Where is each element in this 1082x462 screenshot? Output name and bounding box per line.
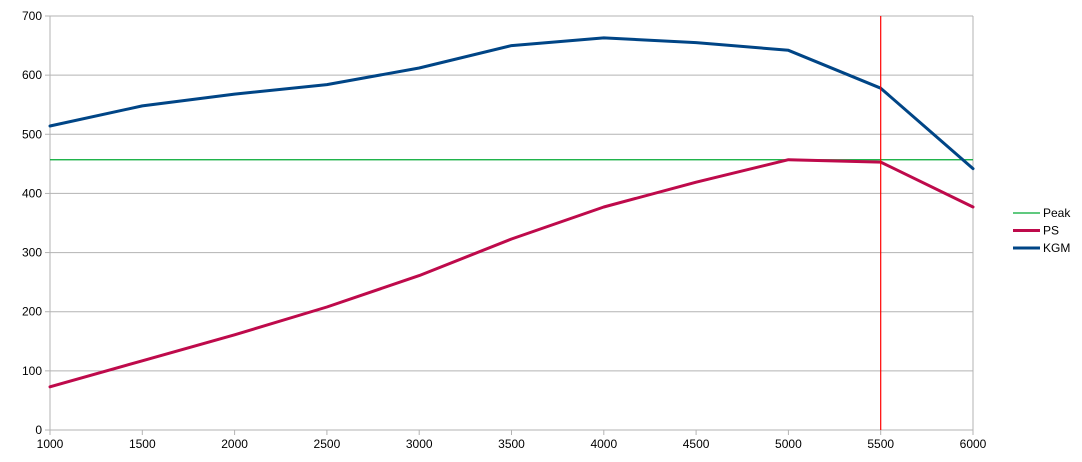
plot-area [48,16,975,430]
x-tick-label: 4000 [590,437,617,451]
legend: Peak PS KGM [1013,206,1071,255]
legend-label: KGM [1043,241,1070,255]
series-ps-line [48,158,975,389]
x-tick-label: 5000 [775,437,802,451]
x-tick-label: 1000 [37,437,64,451]
x-tick-label: 1500 [129,437,156,451]
x-tick-label: 4500 [683,437,710,451]
legend-label: Peak [1043,206,1071,220]
gridlines [45,15,974,435]
series-kgm-line [48,36,975,171]
y-tick-label: 0 [35,423,42,437]
x-tick-label: 3500 [498,437,525,451]
y-tick-label: 700 [22,9,42,23]
y-tick-label: 500 [22,127,42,141]
x-axis-tick-labels: 1000 1500 2000 2500 3000 3500 4000 4500 5000 5500… [37,437,987,451]
x-tick-label: 2500 [314,437,341,451]
legend-label: PS [1043,224,1059,238]
x-tick-label: 2000 [221,437,248,451]
y-tick-label: 200 [22,305,42,319]
x-tick-label: 3000 [406,437,433,451]
y-tick-label: 400 [22,186,42,200]
y-tick-label: 600 [22,68,42,82]
y-tick-label: 100 [22,364,42,378]
y-axis-tick-labels: 0 100 200 300 400 500 600 700 [22,9,42,437]
x-tick-label: 6000 [960,437,987,451]
x-tick-label: 5500 [867,437,894,451]
y-tick-label: 300 [22,246,42,260]
